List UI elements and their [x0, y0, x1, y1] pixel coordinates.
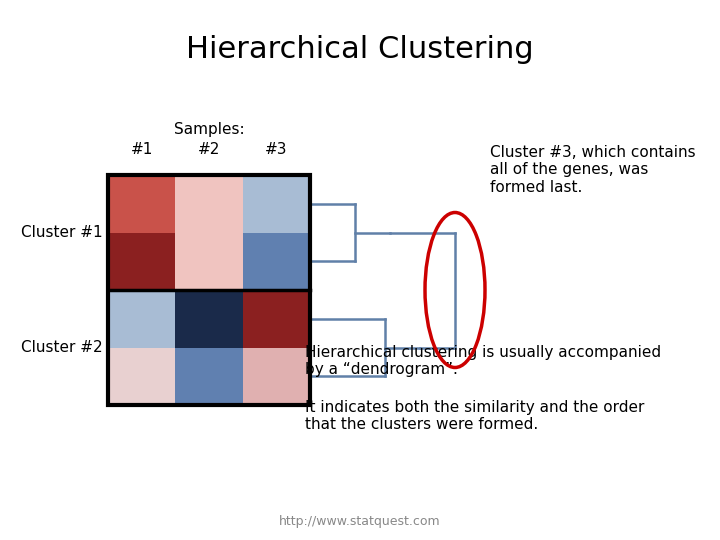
Text: Cluster #2: Cluster #2 — [22, 340, 103, 355]
Bar — [176, 290, 243, 348]
Text: Hierarchical Clustering: Hierarchical Clustering — [186, 35, 534, 64]
Text: Cluster #3, which contains
all of the genes, was
formed last.: Cluster #3, which contains all of the ge… — [490, 145, 696, 195]
Bar — [108, 175, 176, 233]
Bar — [108, 233, 176, 290]
Bar — [243, 290, 310, 348]
Text: Samples:: Samples: — [174, 122, 244, 137]
Bar — [108, 175, 310, 405]
Bar — [108, 348, 176, 405]
Text: Cluster #1: Cluster #1 — [22, 225, 103, 240]
Bar — [176, 233, 243, 290]
Bar — [243, 175, 310, 233]
Text: #2: #2 — [198, 142, 220, 157]
Text: It indicates both the similarity and the order
that the clusters were formed.: It indicates both the similarity and the… — [305, 400, 644, 433]
Bar — [243, 233, 310, 290]
Text: #1: #1 — [130, 142, 153, 157]
Bar — [176, 175, 243, 233]
Text: http://www.statquest.com: http://www.statquest.com — [279, 515, 441, 528]
Text: Hierarchical clustering is usually accompanied
by a “dendrogram”.: Hierarchical clustering is usually accom… — [305, 345, 661, 377]
Bar — [243, 348, 310, 405]
Bar — [176, 348, 243, 405]
Bar — [108, 290, 176, 348]
Text: #3: #3 — [265, 142, 287, 157]
